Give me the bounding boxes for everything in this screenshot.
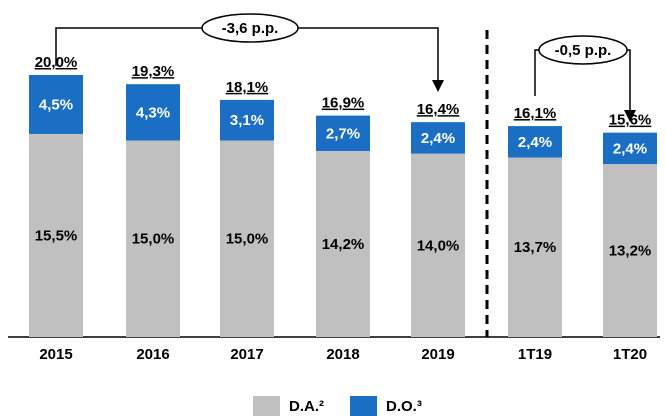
annotation-bubble <box>538 35 628 65</box>
bar-segment <box>126 140 180 337</box>
total-label: 16,1% <box>514 105 557 122</box>
bar-segment <box>220 99 274 141</box>
x-tick-label: 2016 <box>136 346 169 363</box>
x-tick-label: 2018 <box>326 346 359 363</box>
bar-segment <box>411 153 465 337</box>
bar-segment <box>220 140 274 337</box>
value-label: 2,4% <box>421 130 455 147</box>
value-label: 2,4% <box>518 134 552 151</box>
bar-segment <box>29 75 83 134</box>
value-label: 14,0% <box>417 237 460 254</box>
value-label: 15,0% <box>132 231 175 248</box>
total-label: 18,1% <box>226 79 269 96</box>
value-label: 15,5% <box>35 227 78 244</box>
value-label: 4,5% <box>39 96 73 113</box>
value-label: 2,4% <box>613 140 647 157</box>
x-tick-label: 1T19 <box>518 346 552 363</box>
annotation: -0,5 p.p. <box>555 42 612 59</box>
legend-swatch <box>350 396 377 416</box>
x-tick-label: 2019 <box>421 346 454 363</box>
x-tick-label: 1T20 <box>613 346 647 363</box>
legend-label: D.O.³ <box>386 398 422 415</box>
bar-segment <box>126 84 180 141</box>
total-label: 20,0% <box>35 54 78 71</box>
annotation: -3,6 p.p. <box>222 20 279 37</box>
annotation-bubble <box>201 13 299 43</box>
arrow-head <box>432 80 444 92</box>
bar-segment <box>508 126 562 158</box>
bar-segment <box>316 150 370 337</box>
total-label: 15,6% <box>609 112 652 129</box>
total-label: 19,3% <box>132 63 175 80</box>
bar-segment <box>603 132 657 165</box>
bar-segment <box>411 122 465 154</box>
total-label: 16,9% <box>322 95 365 112</box>
value-label: 15,0% <box>226 231 269 248</box>
value-label: 13,7% <box>514 239 557 256</box>
legend-swatch <box>253 396 280 416</box>
legend-label: D.A.² <box>289 398 324 415</box>
x-tick-label: 2015 <box>39 346 72 363</box>
value-label: 13,2% <box>609 243 652 260</box>
x-tick-label: 2017 <box>230 346 263 363</box>
bar-segment <box>316 115 370 151</box>
total-label: 16,4% <box>417 101 460 118</box>
bar-segment <box>603 164 657 337</box>
value-label: 14,2% <box>322 236 365 253</box>
bar-segment <box>508 157 562 337</box>
value-label: 4,3% <box>136 104 170 121</box>
value-label: 3,1% <box>230 112 264 129</box>
value-label: 2,7% <box>326 125 360 142</box>
arrow-head <box>624 110 636 122</box>
bar-segment <box>29 133 83 337</box>
